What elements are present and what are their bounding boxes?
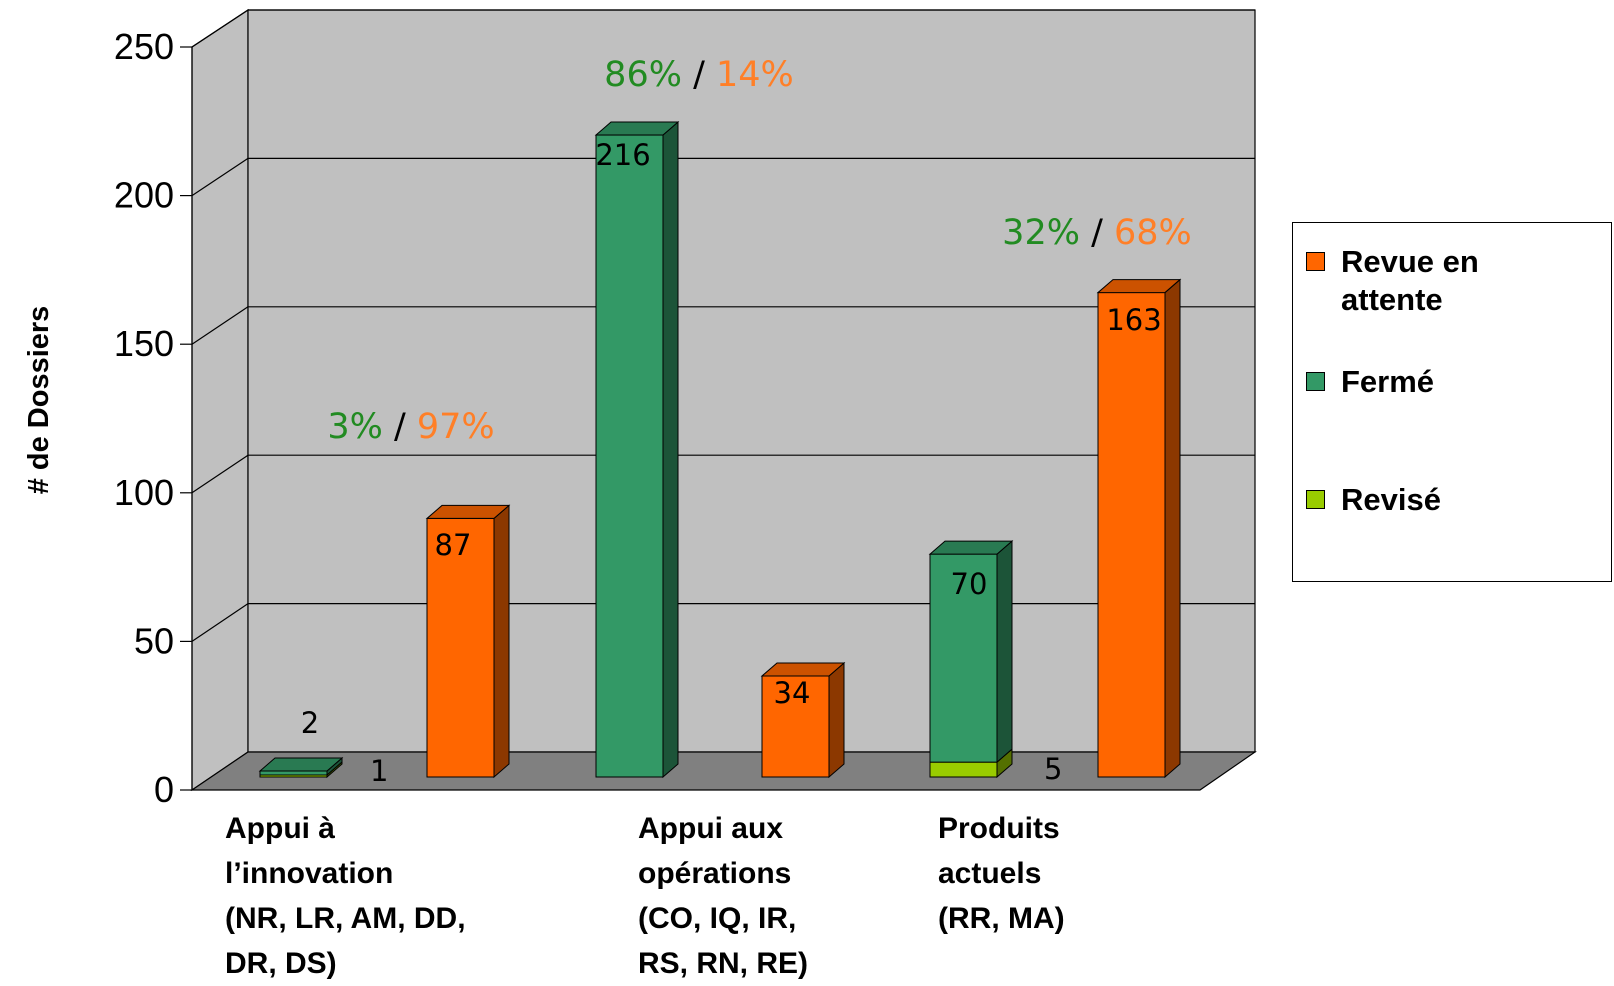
category-label-products: Produits actuels (RR, MA) — [938, 806, 1065, 941]
bar-top — [425, 504, 511, 519]
bar — [929, 761, 998, 778]
bar-top — [928, 540, 1014, 555]
y-axis-label: # de Dossiers — [23, 306, 55, 495]
percent-separator: / — [383, 407, 417, 447]
category-label-line: (NR, LR, AM, DD, — [225, 902, 466, 935]
legend-item-pending: Revue en attente — [1306, 243, 1479, 319]
legend-label-revised: Revisé — [1341, 482, 1441, 517]
bar-top — [594, 121, 680, 136]
y-tick-label: 50 — [134, 620, 174, 661]
data-label: 87 — [435, 528, 472, 562]
bar-side — [493, 504, 510, 779]
category-label-line: opérations — [638, 857, 792, 890]
y-tick-label: 200 — [114, 175, 174, 216]
legend-item-closed: Fermé — [1306, 363, 1435, 401]
percent-separator: / — [682, 55, 716, 95]
category-label-line: RS, RN, RE) — [638, 947, 809, 980]
legend-swatch-closed — [1306, 372, 1325, 391]
back-wall — [247, 9, 1256, 753]
bar — [595, 134, 664, 778]
category-label-line: (RR, MA) — [938, 902, 1065, 935]
bar — [1097, 292, 1166, 778]
bar-top — [760, 662, 846, 677]
gridline-side — [191, 9, 249, 48]
data-label: 70 — [951, 567, 988, 601]
y-tick-label: 150 — [114, 323, 174, 364]
data-label: 2 — [301, 706, 319, 740]
percent-annotation: 86% / 14% — [604, 55, 794, 95]
bar-side — [1164, 278, 1181, 779]
category-label-line: Produits — [938, 812, 1060, 845]
legend-label-pending-line1: Revue en — [1341, 244, 1479, 279]
floor — [190, 751, 1257, 791]
category-label-line: Appui aux — [638, 812, 784, 845]
legend-swatch-revised — [1306, 490, 1325, 509]
percent-pending: 14% — [716, 55, 794, 95]
legend-item-revised: Revisé — [1306, 481, 1441, 519]
percent-separator: / — [1080, 213, 1114, 253]
bar-top — [1096, 279, 1182, 294]
bar-top — [258, 757, 344, 772]
legend-label-pending-line2: attente — [1341, 282, 1443, 317]
percent-pending: 68% — [1114, 213, 1192, 253]
bar-side — [828, 661, 845, 779]
category-label-innovation: Appui à l’innovation (NR, LR, AM, DD, DR… — [225, 806, 466, 986]
category-label-line: actuels — [938, 857, 1042, 890]
data-label: 216 — [595, 138, 650, 172]
y-tick-label: 0 — [154, 769, 174, 810]
bar — [761, 675, 830, 778]
data-label: 34 — [774, 676, 811, 710]
gridline-side — [191, 157, 249, 197]
gridline-side — [191, 454, 249, 494]
percent-closed: 86% — [604, 55, 682, 95]
gridline-side — [191, 306, 249, 345]
legend-swatch-pending — [1306, 252, 1325, 271]
percent-pending: 97% — [417, 407, 495, 447]
gridline-side — [191, 603, 249, 642]
percent-closed: 32% — [1002, 213, 1080, 253]
y-tick-label: 100 — [114, 472, 174, 513]
data-label: 1 — [370, 754, 388, 788]
data-label: 5 — [1044, 752, 1062, 786]
category-label-line: (CO, IQ, IR, — [638, 902, 797, 935]
y-tick-label: 250 — [114, 26, 174, 67]
legend: Revue en attente Fermé Revisé — [1292, 222, 1612, 582]
legend-label-closed: Fermé — [1341, 364, 1435, 399]
bar-side — [662, 120, 679, 779]
data-label: 163 — [1106, 303, 1161, 337]
category-label-line: l’innovation — [225, 857, 394, 890]
bar — [259, 770, 328, 776]
category-label-operations: Appui aux opérations (CO, IQ, IR, RS, RN… — [638, 806, 808, 986]
percent-closed: 3% — [327, 407, 383, 447]
category-label-line: Appui à — [225, 812, 335, 845]
percent-annotation: 3% / 97% — [327, 407, 494, 447]
bar-side — [996, 540, 1013, 764]
percent-annotation: 32% / 68% — [1002, 213, 1192, 253]
category-label-line: DR, DS) — [225, 947, 337, 980]
bar — [929, 553, 998, 763]
side-wall — [191, 8, 249, 792]
bar — [426, 517, 495, 778]
